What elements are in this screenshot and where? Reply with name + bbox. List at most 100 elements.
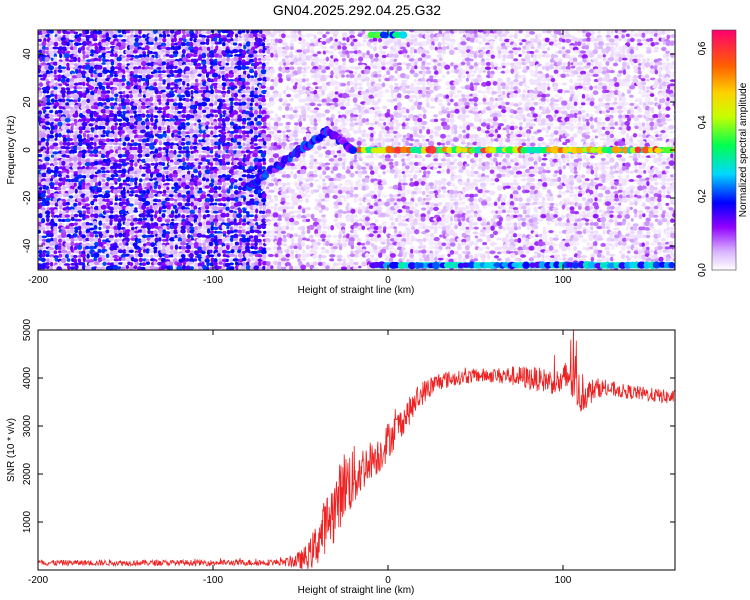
heat-cell: [217, 117, 223, 122]
heat-cell: [337, 129, 343, 133]
heat-cell: [484, 66, 492, 70]
heat-cell: [281, 150, 286, 154]
heat-cell: [89, 145, 94, 150]
heat-cell: [69, 78, 76, 83]
heat-cell: [249, 68, 255, 74]
heat-cell: [141, 73, 147, 78]
heat-cell: [278, 122, 284, 126]
heat-cell: [609, 133, 615, 139]
heat-cell: [358, 114, 363, 120]
heat-cell: [517, 47, 522, 51]
heat-cell: [408, 86, 416, 90]
heat-cell: [261, 49, 266, 54]
heat-cell: [132, 142, 139, 147]
heat-cell: [241, 174, 247, 178]
heat-cell: [649, 68, 656, 75]
heat-cell: [285, 34, 291, 39]
heat-cell: [205, 81, 211, 87]
heat-cell: [170, 78, 175, 82]
heat-cell: [493, 63, 499, 67]
heat-cell: [485, 39, 490, 43]
heat-cell: [49, 117, 55, 122]
heat-cell: [121, 122, 127, 128]
heat-cell: [265, 66, 271, 72]
heat-cell: [625, 133, 630, 139]
heat-cell: [649, 140, 655, 146]
heat-cell: [413, 37, 418, 43]
heat-cell: [56, 129, 63, 133]
heat-cell: [428, 30, 435, 34]
heat-cell: [124, 89, 131, 95]
heat-cell: [605, 34, 611, 38]
heat-cell: [301, 42, 307, 48]
heat-cell: [238, 153, 243, 157]
heat-cell: [310, 129, 316, 134]
heat-cell: [609, 176, 614, 182]
heat-cell: [270, 142, 274, 148]
heat-cell: [350, 41, 355, 47]
heat-cell: [488, 100, 494, 106]
heat-cell: [221, 106, 228, 110]
heat-cell: [298, 37, 302, 41]
heat-cell: [202, 109, 207, 114]
heat-cell: [449, 122, 455, 127]
heat-cell: [604, 166, 610, 170]
heat-cell: [161, 93, 167, 99]
heat-cell: [182, 106, 187, 110]
heat-cell: [430, 97, 436, 102]
heat-cell: [354, 71, 358, 75]
heat-cell: [520, 58, 527, 62]
heat-cell: [661, 165, 666, 171]
heat-cell: [622, 69, 627, 75]
heat-cell: [129, 73, 134, 77]
heat-cell: [169, 109, 174, 114]
heat-cell: [417, 155, 423, 159]
heat-cell: [76, 73, 83, 79]
heat-cell: [490, 177, 495, 182]
heat-cell: [220, 131, 227, 135]
heat-cell: [536, 93, 542, 98]
heat-cell: [170, 73, 175, 77]
heat-cell: [612, 62, 619, 67]
heat-cell: [608, 107, 615, 111]
heat-cell: [301, 109, 307, 115]
heat-cell: [214, 114, 219, 118]
heat-cell: [50, 57, 54, 61]
heat-cell: [373, 92, 379, 98]
heat-cell: [378, 117, 383, 122]
heat-cell: [413, 161, 419, 166]
heat-cell: [42, 49, 46, 55]
heat-cell: [518, 101, 523, 106]
heat-cell: [628, 46, 635, 50]
heat-cell: [68, 59, 75, 63]
heat-cell: [337, 45, 342, 50]
heat-cell: [96, 89, 103, 95]
heat-cell: [558, 37, 563, 42]
heat-cell: [105, 61, 111, 66]
heat-cell: [489, 169, 495, 174]
heat-cell: [183, 78, 191, 83]
heat-cell: [568, 35, 576, 39]
heat-cell: [547, 86, 551, 91]
heat-cell: [530, 135, 535, 139]
heat-cell: [576, 158, 583, 162]
heat-cell: [269, 85, 275, 91]
heat-cell: [522, 89, 527, 94]
heat-cell: [121, 39, 127, 42]
heat-cell: [373, 106, 381, 110]
heat-cell: [454, 108, 460, 114]
heat-cell: [217, 33, 222, 39]
heat-cell: [46, 90, 50, 94]
heat-cell: [85, 89, 90, 94]
heat-cell: [85, 126, 90, 132]
heat-cell: [585, 118, 590, 122]
heat-cell: [366, 81, 370, 87]
heat-cell: [139, 178, 143, 183]
heat-cell: [162, 137, 166, 142]
heat-cell: [415, 97, 419, 102]
heat-cell: [166, 38, 171, 42]
heat-cell: [356, 53, 363, 58]
heat-cell: [77, 54, 82, 58]
heat-cell: [349, 137, 355, 143]
heat-cell: [358, 86, 364, 90]
